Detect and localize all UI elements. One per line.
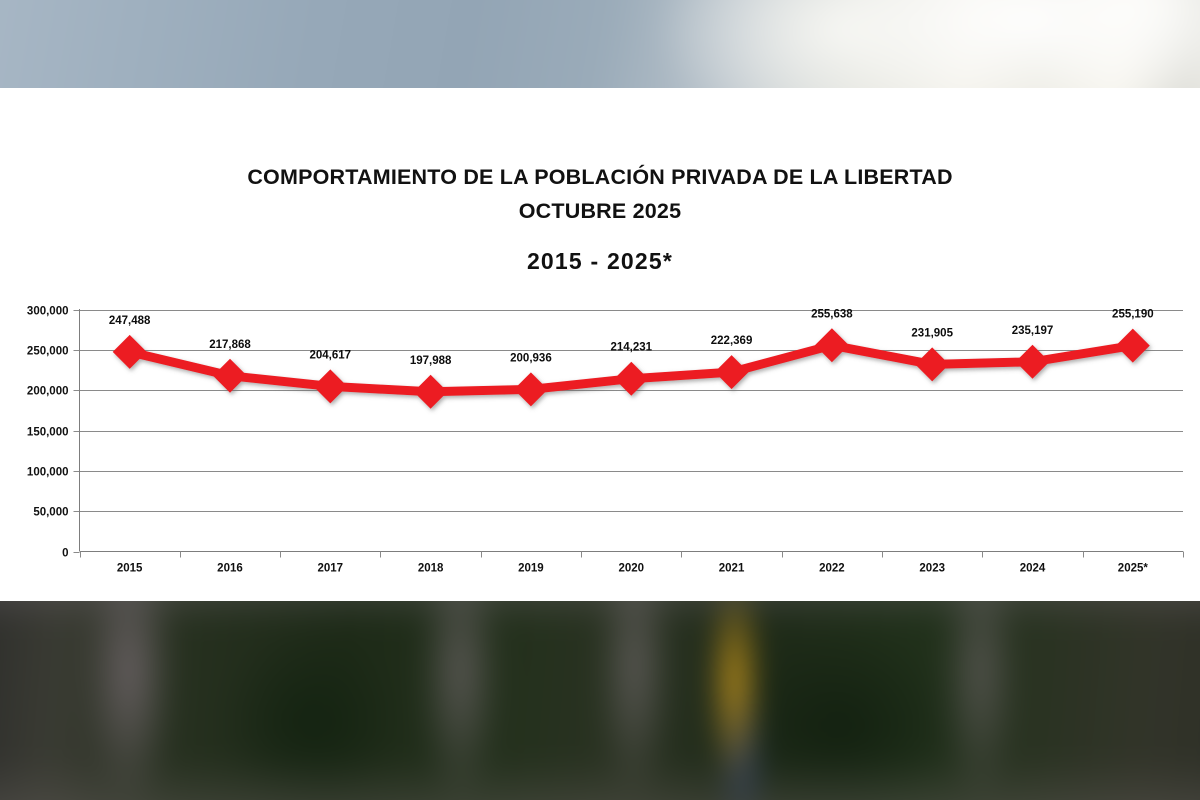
chart-period-range: 2015 - 2025* xyxy=(526,248,674,274)
chart-title: COMPORTAMIENTO DE LA POBLACIÓN PRIVADA D… xyxy=(247,165,953,189)
data-point-label: 200,936 xyxy=(510,352,552,364)
x-axis-tick-labels: 2015 2016 2017 2018 2019 2020 2021 2022 2023 2024… xyxy=(117,563,1149,575)
x-axis-tick-label: 2019 xyxy=(518,563,544,575)
data-point-label: 204,617 xyxy=(310,349,352,361)
bottom-photo-banner xyxy=(0,601,1200,800)
x-axis-tick-label: 2023 xyxy=(919,563,945,575)
y-axis-tick-label: 50,000 xyxy=(33,507,68,519)
data-point-marker xyxy=(313,369,348,404)
x-axis-tick-label: 2020 xyxy=(618,563,644,575)
data-point-marker xyxy=(413,374,448,409)
data-point-marker xyxy=(112,334,147,369)
data-point-label: 214,231 xyxy=(610,342,652,354)
y-axis-tick-label: 100,000 xyxy=(27,467,69,479)
data-point-marker xyxy=(915,347,950,382)
x-axis-tick-label: 2017 xyxy=(317,563,343,575)
data-point-label: 255,638 xyxy=(811,308,853,320)
top-photo-banner xyxy=(0,0,1200,88)
x-axis-tick-label: 2024 xyxy=(1020,563,1046,575)
data-point-label: 231,905 xyxy=(911,327,953,339)
x-axis-tick-label: 2016 xyxy=(217,563,243,575)
data-point-marker xyxy=(814,328,849,363)
y-axis-tick-label: 200,000 xyxy=(27,386,69,398)
data-point-marker xyxy=(614,361,649,396)
chart-subtitle: OCTUBRE 2025 xyxy=(518,199,682,223)
data-point-marker xyxy=(1115,328,1150,363)
title-block: COMPORTAMIENTO DE LA POBLACIÓN PRIVADA D… xyxy=(0,160,1200,275)
series-data-labels: 247,488 217,868 204,617 197,988 200,936 214,2… xyxy=(109,308,1154,367)
x-axis-tick-label: 2025* xyxy=(1118,563,1149,575)
y-axis-tick-label: 250,000 xyxy=(27,346,69,358)
y-axis-tick-labels: 0 50,000 100,000 150,000 200,000 250,000 300,0… xyxy=(27,306,69,560)
y-axis-tick-label: 150,000 xyxy=(27,427,69,439)
y-axis-ticks xyxy=(73,310,80,553)
data-point-marker xyxy=(714,355,749,390)
data-point-label: 235,197 xyxy=(1012,325,1054,337)
y-axis-tick-label: 300,000 xyxy=(27,306,69,318)
data-point-label: 255,190 xyxy=(1112,309,1154,321)
data-point-label: 217,868 xyxy=(209,339,251,351)
bottom-banner-image xyxy=(0,601,1200,800)
x-axis-tick-label: 2021 xyxy=(719,563,745,575)
gridlines xyxy=(79,310,1183,512)
top-banner-image xyxy=(0,0,1200,88)
x-axis-tick-label: 2015 xyxy=(117,563,143,575)
series-markers xyxy=(112,328,1150,409)
data-point-label: 247,488 xyxy=(109,315,151,327)
x-axis-ticks xyxy=(80,551,1184,558)
x-axis-tick-label: 2022 xyxy=(819,563,845,575)
y-axis-tick-label: 0 xyxy=(62,548,68,560)
data-point-marker xyxy=(1015,344,1050,379)
data-point-label: 222,369 xyxy=(711,335,753,347)
series-group xyxy=(112,328,1150,409)
x-axis-tick-label: 2018 xyxy=(418,563,444,575)
data-point-label: 197,988 xyxy=(410,355,452,367)
data-point-marker xyxy=(213,358,247,393)
data-point-marker xyxy=(513,372,548,407)
